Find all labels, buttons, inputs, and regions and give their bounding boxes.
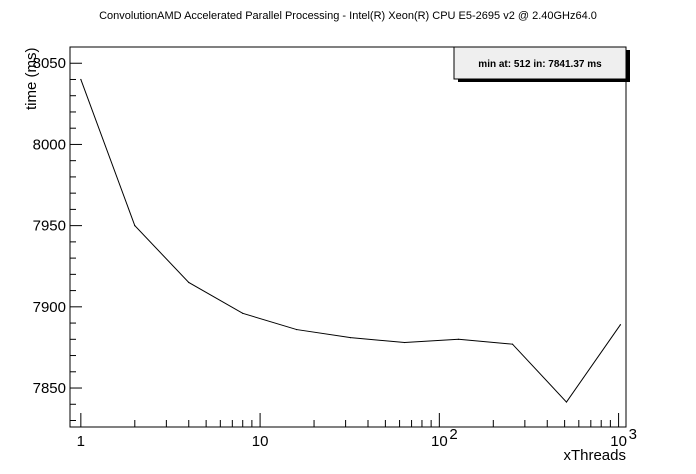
data-point <box>511 343 514 345</box>
data-point <box>188 281 190 284</box>
stats-box: min at: 512 in: 7841.37 ms <box>453 46 630 82</box>
y-tick-label: 7850 <box>33 380 66 397</box>
data-point <box>619 324 622 326</box>
stats-box-frame <box>453 46 627 80</box>
x-tick-label-exponent: 2 <box>449 426 457 443</box>
x-tick-label: 10 <box>431 433 448 450</box>
plot-frame-rect <box>69 46 627 428</box>
x-tick-label: 1 <box>77 433 85 450</box>
y-tick-label: 7950 <box>33 218 66 235</box>
data-point <box>565 401 568 403</box>
y-axis-label: time (ms) <box>23 48 40 111</box>
x-tick-label-exponent: 3 <box>629 426 637 443</box>
data-point <box>242 312 244 314</box>
y-tick-label: 7900 <box>33 299 66 316</box>
axis-ticks <box>70 46 620 427</box>
data-point <box>296 328 298 331</box>
stats-box-text: min at: 512 in: 7841.37 ms <box>478 59 602 70</box>
plot-frame <box>69 46 627 428</box>
data-point <box>80 78 82 81</box>
x-axis-label: xThreads <box>563 447 626 464</box>
data-point <box>350 337 352 339</box>
y-tick-label: 8050 <box>33 55 66 72</box>
data-point <box>403 341 406 344</box>
chart-title: ConvolutionAMD Accelerated Parallel Proc… <box>99 10 597 22</box>
series <box>80 78 622 403</box>
x-tick-label: 10 <box>610 433 627 450</box>
x-tick-label: 10 <box>252 433 269 450</box>
y-tick-label: 8000 <box>33 136 66 153</box>
data-point <box>134 225 136 227</box>
data-point <box>457 338 460 340</box>
